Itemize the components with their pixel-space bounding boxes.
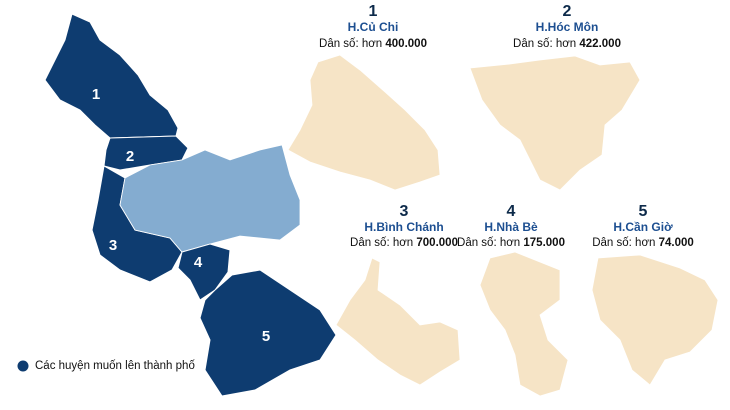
district-name: H.Bình Chánh: [364, 220, 443, 234]
district-population: Dân số: hơn 700.000: [350, 237, 458, 249]
population-prefix: Dân số: hơn: [457, 237, 520, 249]
district-population: Dân số: hơn 175.000: [457, 237, 565, 249]
population-prefix: Dân số: hơn: [592, 237, 655, 249]
caption: 1 H.Củ Chi Dân số: hơn 400.000: [319, 3, 427, 50]
caption: 2 H.Hóc Môn Dân số: hơn 422.000: [513, 3, 621, 50]
district-detail: [591, 254, 719, 386]
district-number: 4: [507, 203, 516, 220]
district-name: H.Củ Chi: [348, 20, 399, 34]
legend-swatch: [17, 360, 29, 372]
district-population: Dân số: hơn 422.000: [513, 38, 621, 50]
population-prefix: Dân số: hơn: [350, 237, 413, 249]
population-value: 175.000: [523, 237, 565, 249]
district-number: 5: [639, 203, 648, 220]
population-value: 422.000: [579, 38, 621, 50]
district-population: Dân số: hơn 400.000: [319, 38, 427, 50]
center-shape: [119, 144, 301, 253]
district-shape: [199, 269, 337, 397]
map-label: 1: [92, 86, 100, 103]
district-number: 1: [369, 3, 378, 20]
district-name: H.Cần Giờ: [613, 220, 673, 234]
map-label: 5: [262, 328, 270, 345]
legend-label: Các huyện muốn lên thành phố: [35, 360, 195, 372]
district-number: 2: [563, 3, 572, 20]
map-label: 3: [109, 237, 117, 254]
district-name: H.Hóc Môn: [536, 20, 599, 34]
population-value: 400.000: [385, 38, 427, 50]
district-population: Dân số: hơn 74.000: [592, 237, 694, 249]
population-prefix: Dân số: hơn: [319, 38, 382, 50]
district-detail: [287, 54, 441, 191]
district-detail: [479, 251, 569, 397]
district-number: 3: [400, 203, 409, 220]
caption: 3 H.Bình Chánh Dân số: hơn 700.000: [350, 203, 458, 249]
city-map: 1 2 3 4 5: [44, 13, 337, 397]
population-value: 700.000: [416, 237, 458, 249]
district-detail: [335, 257, 461, 386]
district-name: H.Nhà Bè: [484, 220, 538, 234]
population-prefix: Dân số: hơn: [513, 38, 576, 50]
caption: 5 H.Cần Giờ Dân số: hơn 74.000: [592, 203, 694, 249]
population-value: 74.000: [659, 237, 694, 249]
caption: 4 H.Nhà Bè Dân số: hơn 175.000: [457, 203, 565, 249]
map-label: 2: [126, 148, 134, 165]
map-label: 4: [194, 254, 203, 271]
district-detail: [469, 55, 641, 191]
district-shape: [44, 13, 179, 139]
